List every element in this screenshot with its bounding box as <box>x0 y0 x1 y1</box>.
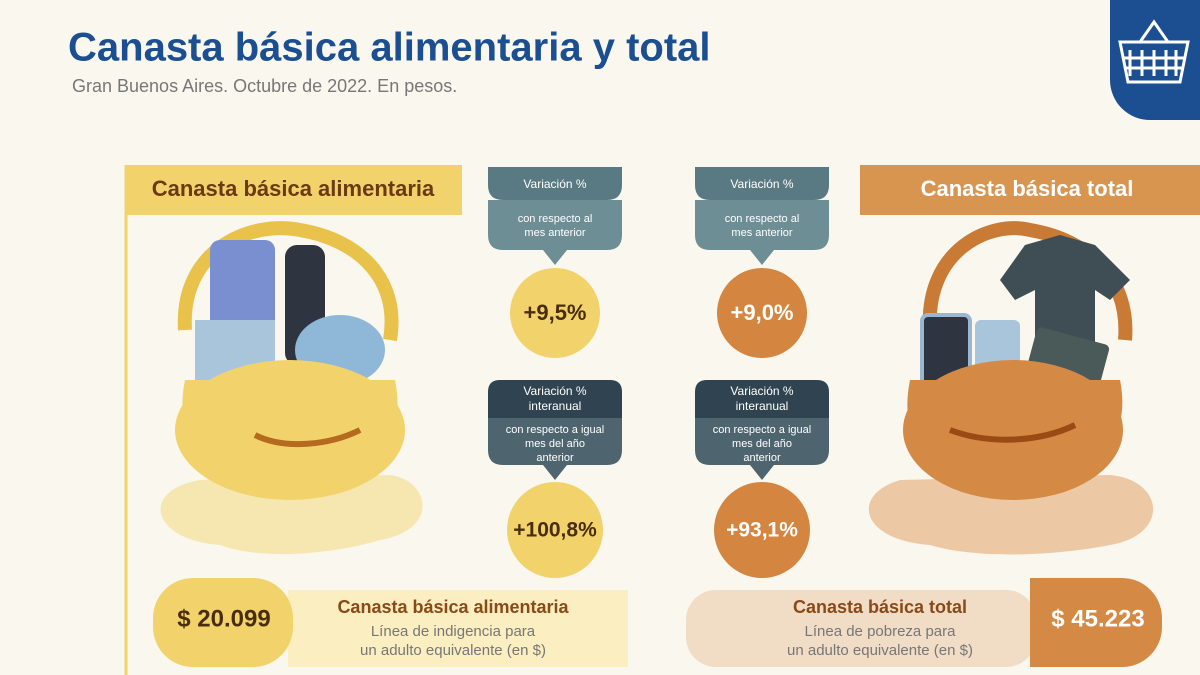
value-circle <box>507 482 603 578</box>
value-circle <box>714 482 810 578</box>
bubble-bottom <box>695 418 829 480</box>
left-footer-line: un adulto equivalente (en $) <box>360 642 546 659</box>
basket-icon <box>1118 19 1190 84</box>
bubble-text: mes del año <box>732 438 792 450</box>
left-footer-band <box>288 590 628 667</box>
right-amount: $ 45.223 <box>1051 605 1144 632</box>
left-heading: Canasta básica alimentaria <box>152 176 435 201</box>
bubble-text: anterior <box>536 452 574 464</box>
bubble-bottom <box>488 418 622 480</box>
bubble-label: Variación % <box>730 384 793 398</box>
right-footer-band <box>686 590 1036 667</box>
left-heading-box <box>125 165 462 215</box>
bubble-label: interanual <box>529 399 582 413</box>
value-circle <box>510 268 600 358</box>
left-footer-line: Línea de indigencia para <box>371 623 536 640</box>
total-basket <box>868 221 1154 555</box>
bubble-text: mes anterior <box>731 227 792 239</box>
title: Canasta básica alimentaria y total <box>68 26 711 70</box>
food-basket <box>160 221 423 555</box>
left-amount: $ 20.099 <box>177 605 270 632</box>
variation-value: +93,1% <box>726 519 798 542</box>
right-footer-line: Línea de pobreza para <box>805 623 957 640</box>
right-footer-title: Canasta básica total <box>793 597 967 617</box>
value-circle <box>717 268 807 358</box>
bubble-label: Variación % <box>523 177 586 191</box>
bubble-label: Variación % <box>730 177 793 191</box>
variation-value: +9,0% <box>731 300 794 325</box>
bubble-text: mes anterior <box>524 227 585 239</box>
bubble-bottom <box>488 200 622 265</box>
bubble-text: con respecto al <box>518 213 593 225</box>
bubble-label: Variación % <box>523 384 586 398</box>
variation-value: +100,8% <box>513 519 597 542</box>
bubble-label: interanual <box>736 399 789 413</box>
bubble-text: anterior <box>743 452 781 464</box>
bubble-top <box>695 167 829 200</box>
bubble-text: con respecto al <box>725 213 800 225</box>
left-amount-pill <box>153 578 293 667</box>
right-heading: Canasta básica total <box>921 176 1134 201</box>
bubble-bottom <box>695 200 829 265</box>
bubble-text: con respecto a igual <box>713 424 811 436</box>
subtitle: Gran Buenos Aires. Octubre de 2022. En p… <box>72 76 457 96</box>
bubble-top <box>695 380 829 418</box>
right-amount-pill-edge <box>1030 578 1070 667</box>
bubble-text: con respecto a igual <box>506 424 604 436</box>
bubble-text: mes del año <box>525 438 585 450</box>
right-heading-box <box>860 165 1200 215</box>
bubble-top <box>488 380 622 418</box>
right-footer-line: un adulto equivalente (en $) <box>787 642 973 659</box>
bubble-top <box>488 167 622 200</box>
variation-value: +9,5% <box>524 300 587 325</box>
left-footer-title: Canasta básica alimentaria <box>337 597 569 617</box>
